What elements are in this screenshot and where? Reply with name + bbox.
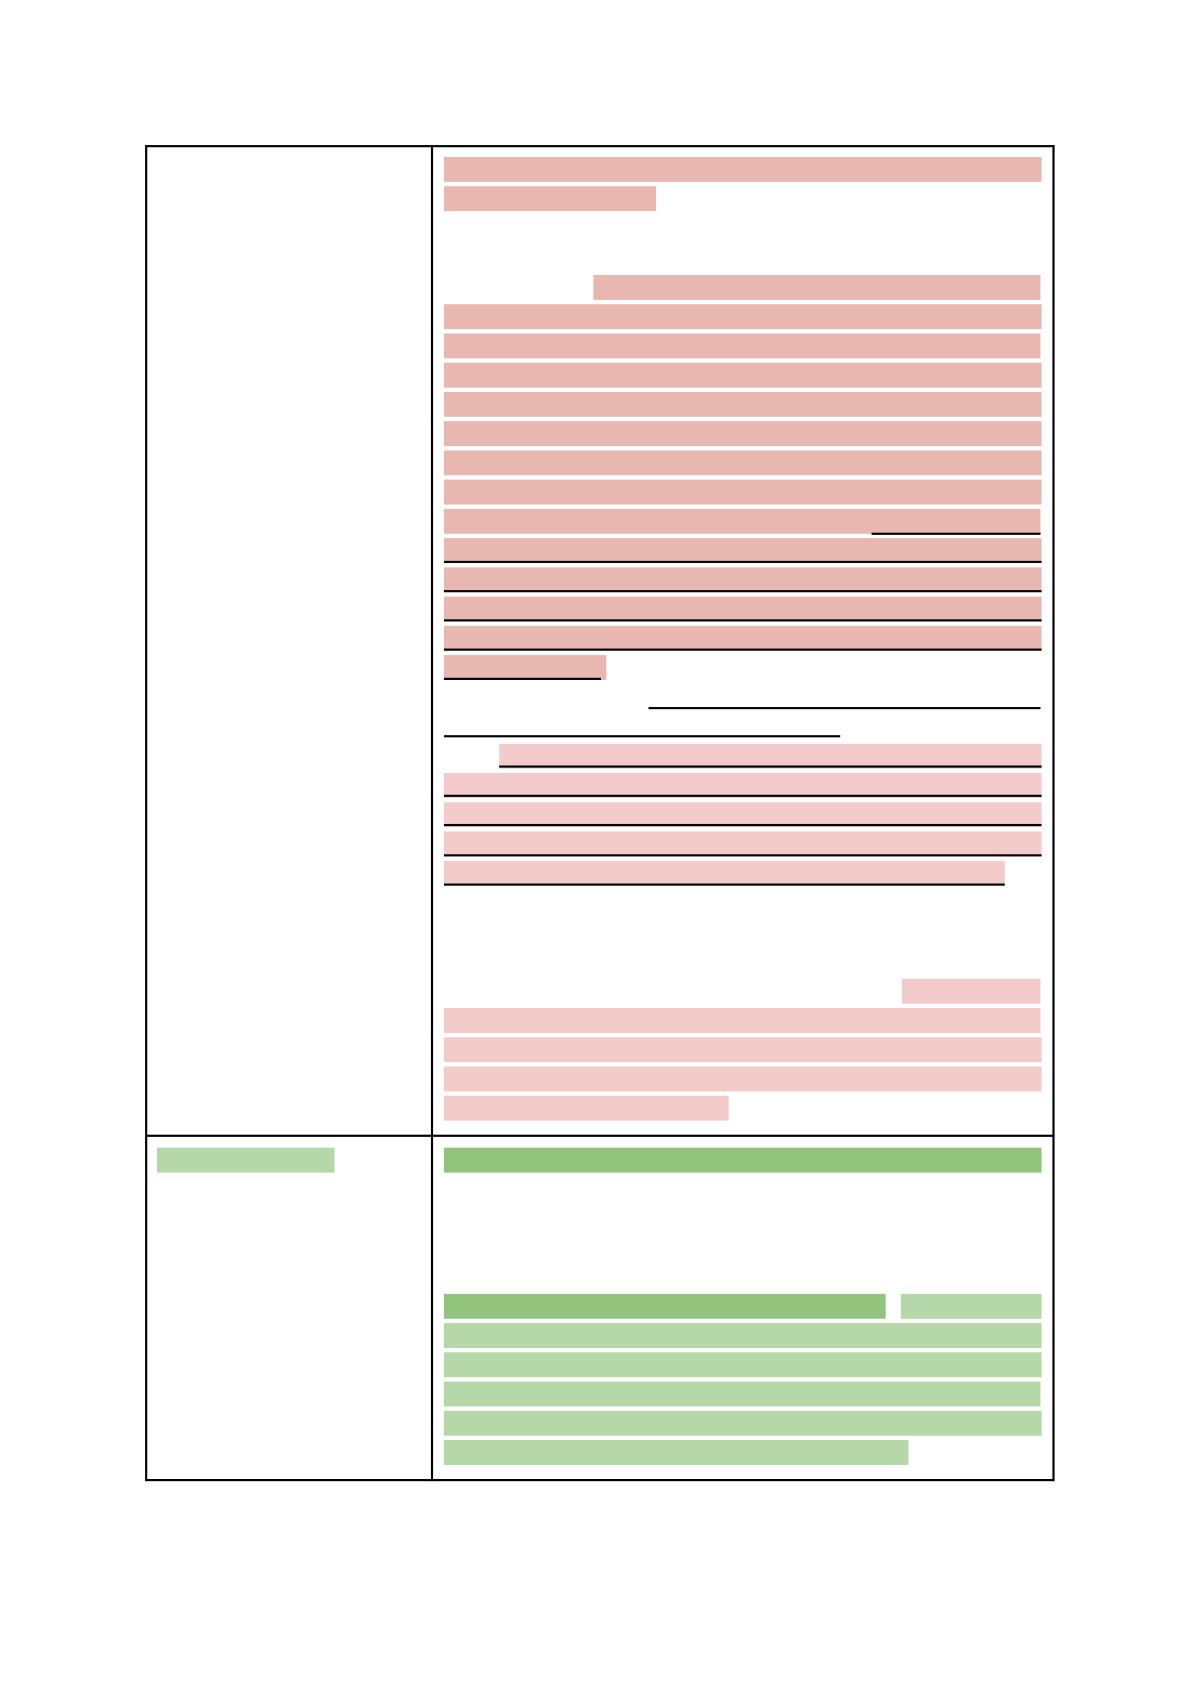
highlighted-text-block (443, 1381, 1041, 1407)
redacted-text-block (443, 567, 1042, 593)
highlighted-text-block (443, 1293, 886, 1319)
highlighted-text-block (156, 1147, 335, 1173)
redacted-text-block (499, 743, 1042, 769)
text-underline (443, 590, 1042, 592)
redacted-text-block (443, 508, 1041, 534)
redacted-text-block (443, 538, 1042, 564)
text-underline (871, 532, 1041, 535)
redacted-text-block (443, 831, 1042, 857)
table-border-right (1052, 145, 1055, 1482)
highlighted-text-block (443, 1323, 1042, 1348)
table-border-bottom (146, 1479, 1055, 1482)
redacted-text-block (443, 421, 1042, 447)
redacted-text-block (443, 802, 1042, 828)
text-underline (443, 854, 1042, 856)
text-underline (443, 648, 1042, 651)
text-underline (443, 677, 601, 680)
redacted-text-block (443, 333, 1041, 359)
redacted-text-block (443, 860, 1005, 886)
highlighted-text-block (900, 1293, 1042, 1319)
redacted-text-block (443, 479, 1042, 505)
redacted-text-block (443, 1066, 1042, 1092)
redacted-text-block (443, 391, 1042, 417)
redacted-text-block (443, 362, 1042, 388)
highlighted-text-block (443, 1147, 1042, 1173)
redacted-text-block (443, 596, 1042, 622)
redacted-text-block (443, 450, 1042, 476)
text-underline (648, 707, 1041, 709)
highlighted-text-block (443, 1410, 1042, 1436)
highlighted-text-block (443, 1352, 1042, 1378)
text-underline (443, 883, 1005, 886)
highlighted-text-block (443, 1440, 909, 1465)
text-underline (443, 619, 1042, 621)
table-border-top (146, 145, 1055, 148)
redacted-text-block (443, 304, 1042, 330)
text-underline (499, 765, 1042, 768)
text-underline (443, 794, 1042, 797)
redacted-text-block (443, 186, 657, 212)
text-underline (443, 560, 1042, 563)
column-divider (430, 145, 434, 1482)
row-divider (146, 1134, 1055, 1137)
table-border-left (145, 145, 148, 1482)
text-underline (443, 823, 1042, 826)
redacted-text-block (443, 1008, 1041, 1033)
redacted-text-block (443, 773, 1042, 798)
redacted-text-block (443, 625, 1042, 651)
text-underline (443, 735, 841, 737)
redacted-text-block (443, 156, 1042, 182)
redacted-text-block (901, 978, 1041, 1004)
redacted-text-block (443, 655, 607, 680)
redacted-text-block (443, 1095, 729, 1121)
redacted-text-block (443, 1037, 1042, 1063)
redacted-text-block (593, 275, 1041, 300)
